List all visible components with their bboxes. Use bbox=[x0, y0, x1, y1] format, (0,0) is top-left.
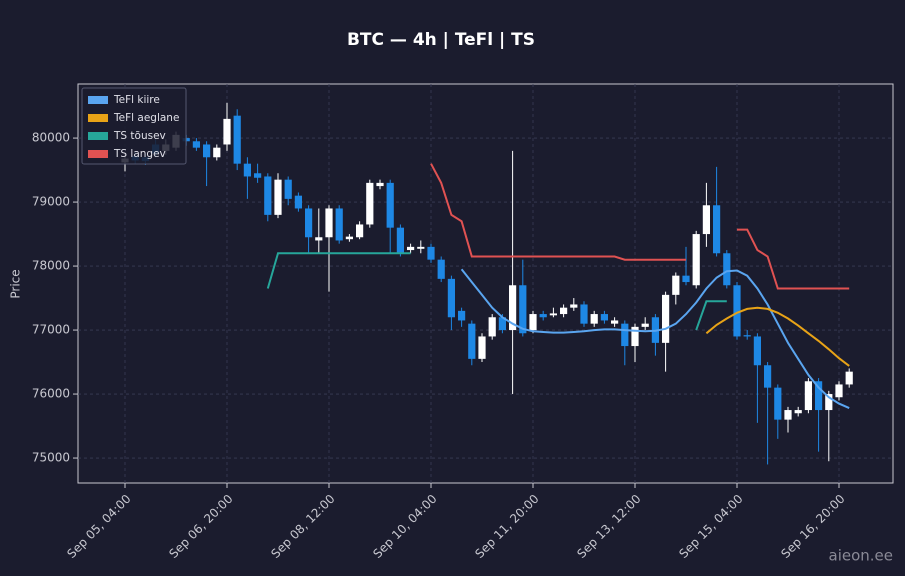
candle-body bbox=[733, 285, 741, 337]
marks-layer bbox=[121, 102, 853, 465]
candle-body bbox=[305, 208, 313, 238]
candle-body bbox=[315, 237, 323, 241]
y-tick-label: 76000 bbox=[32, 387, 70, 401]
candle-body bbox=[611, 320, 619, 324]
overlay-line bbox=[430, 163, 850, 290]
legend-swatch bbox=[88, 132, 108, 140]
candle-body bbox=[478, 336, 486, 359]
candle-body bbox=[815, 381, 823, 411]
legend-label: TeFl aeglane bbox=[113, 112, 179, 124]
x-tick-label: Sep 06, 20:00 bbox=[166, 492, 235, 561]
candle-body bbox=[590, 314, 598, 324]
y-tick-label: 77000 bbox=[32, 323, 70, 337]
overlay-line bbox=[705, 306, 850, 367]
candle-body bbox=[529, 314, 537, 331]
x-tick-label: Sep 13, 12:00 bbox=[574, 492, 643, 561]
candle-body bbox=[468, 323, 476, 359]
candle-body bbox=[407, 246, 415, 251]
candle-body bbox=[570, 304, 578, 308]
candle-body bbox=[284, 179, 292, 199]
candle-body bbox=[376, 182, 384, 187]
candle-body bbox=[753, 336, 761, 366]
candle-body bbox=[519, 285, 527, 334]
x-tick-label: Sep 05, 04:00 bbox=[64, 492, 133, 561]
y-tick-label: 80000 bbox=[32, 131, 70, 145]
candle-body bbox=[325, 208, 333, 238]
candle-body bbox=[294, 195, 302, 209]
candle-body bbox=[488, 317, 496, 337]
legend-swatch bbox=[88, 150, 108, 158]
legend-label: TeFl kiire bbox=[113, 94, 160, 106]
candle-body bbox=[233, 115, 241, 164]
candle-body bbox=[509, 285, 517, 331]
candle-body bbox=[682, 275, 690, 283]
candle-body bbox=[335, 208, 343, 241]
overlay-line bbox=[460, 268, 850, 410]
candle-body bbox=[356, 224, 364, 238]
candle-body bbox=[243, 163, 251, 177]
candle-body bbox=[631, 326, 639, 347]
chart-title: BTC — 4h | TeFl | TS bbox=[347, 30, 535, 50]
candle-body bbox=[539, 314, 547, 318]
candle-body bbox=[213, 147, 221, 158]
candle-body bbox=[458, 310, 466, 321]
x-tick-label: Sep 15, 04:00 bbox=[676, 492, 745, 561]
candle-body bbox=[396, 227, 404, 254]
candle-body bbox=[427, 246, 435, 260]
y-tick-label: 75000 bbox=[32, 451, 70, 465]
candle-body bbox=[417, 246, 425, 249]
candle-body bbox=[825, 394, 833, 411]
candle-body bbox=[560, 307, 568, 315]
candle-body bbox=[600, 314, 608, 321]
legend: TeFl kiire TeFl aeglane TS tõusev TS langev bbox=[81, 87, 187, 165]
candle-body bbox=[274, 179, 282, 215]
candle-body bbox=[702, 205, 710, 235]
x-tick-label: Sep 11, 20:00 bbox=[472, 492, 541, 561]
candle-body bbox=[662, 294, 670, 343]
candle-body bbox=[264, 176, 272, 215]
candle-body bbox=[549, 313, 557, 316]
candle-body bbox=[672, 275, 680, 295]
candle-body bbox=[835, 384, 843, 398]
candle-body bbox=[845, 371, 853, 385]
candle-body bbox=[437, 259, 445, 279]
candle-body bbox=[386, 182, 394, 228]
candle-body bbox=[447, 278, 455, 318]
candle-body bbox=[345, 236, 353, 240]
candle-body bbox=[223, 118, 231, 145]
candle-body bbox=[723, 253, 731, 286]
candle-body bbox=[774, 387, 782, 420]
x-tick-label: Sep 10, 04:00 bbox=[370, 492, 439, 561]
candle-body bbox=[743, 335, 751, 337]
plot-area bbox=[77, 83, 894, 484]
candle-body bbox=[794, 410, 802, 414]
candle-body bbox=[804, 381, 812, 411]
candle-body bbox=[641, 323, 649, 327]
legend-swatch bbox=[88, 114, 108, 122]
candle-body bbox=[203, 144, 211, 158]
legend-box bbox=[81, 87, 187, 165]
legend-label: TS langev bbox=[113, 148, 166, 160]
legend-label: TS tõusev bbox=[113, 130, 166, 142]
candle-body bbox=[498, 317, 506, 331]
y-axis-label: Price bbox=[9, 269, 23, 298]
candle-body bbox=[713, 205, 721, 254]
candle-body bbox=[764, 365, 772, 388]
watermark: aieon.ee bbox=[829, 547, 894, 565]
candle-body bbox=[784, 410, 792, 420]
y-tick-label: 79000 bbox=[32, 195, 70, 209]
candle-body bbox=[692, 234, 700, 286]
candle-body bbox=[192, 141, 200, 148]
x-tick-label: Sep 08, 12:00 bbox=[268, 492, 337, 561]
candle-body bbox=[580, 304, 588, 324]
candle-body bbox=[366, 182, 374, 225]
overlay-line bbox=[266, 252, 727, 331]
legend-swatch bbox=[88, 96, 108, 104]
y-tick-label: 78000 bbox=[32, 259, 70, 273]
candle-body bbox=[621, 323, 629, 347]
candle-body bbox=[254, 173, 262, 178]
